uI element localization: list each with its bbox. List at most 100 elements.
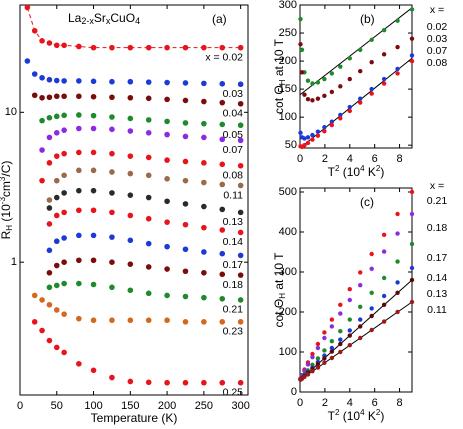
data-point	[347, 317, 352, 322]
y-tick-label: 200	[279, 306, 297, 318]
data-point	[164, 379, 170, 386]
data-point	[109, 114, 115, 120]
data-point	[329, 345, 335, 351]
y-axis-label-part: -3	[0, 197, 7, 205]
data-point	[338, 349, 343, 355]
data-point	[90, 187, 97, 194]
chart-title-part: CuO	[110, 11, 135, 25]
data-point	[315, 361, 321, 367]
x-axis-label-part: (10	[339, 165, 360, 179]
data-point	[358, 270, 363, 275]
data-point	[164, 317, 170, 324]
data-point	[53, 212, 60, 219]
data-point	[145, 264, 152, 270]
data-point	[76, 43, 82, 50]
data-point	[409, 7, 415, 12]
series-label: 0.21	[223, 304, 244, 316]
data-point	[90, 167, 97, 174]
data-point	[298, 16, 303, 22]
data-point	[109, 169, 115, 175]
data-point	[237, 122, 244, 129]
data-point	[46, 284, 53, 291]
data-point	[305, 78, 311, 83]
data-point	[164, 198, 170, 205]
chart-title: La2-xSrxCuO4	[68, 11, 140, 26]
y-tick-label: 150	[279, 83, 297, 95]
data-point	[395, 290, 400, 295]
legend-label: 0.18	[427, 222, 448, 234]
fit-line	[299, 7, 413, 96]
data-point	[109, 284, 115, 291]
data-point	[145, 215, 152, 222]
y-axis-label: cot ΘH at 10 T	[272, 38, 287, 114]
data-point	[53, 344, 60, 351]
data-point	[237, 229, 244, 236]
y-tick-label: 300	[279, 0, 297, 11]
data-point	[219, 271, 226, 278]
data-point	[53, 93, 60, 100]
data-point	[381, 293, 387, 299]
data-point	[322, 348, 327, 353]
data-point	[358, 47, 363, 53]
y-axis-label-part: cot Θ	[272, 299, 286, 328]
data-point	[109, 317, 115, 324]
data-point	[61, 311, 67, 317]
y-axis-label: RH (10-3cm3/C)	[0, 161, 14, 240]
data-point	[39, 74, 45, 81]
data-point	[145, 95, 152, 102]
data-point	[201, 249, 207, 255]
data-point	[46, 94, 53, 101]
data-point	[302, 136, 307, 141]
data-point	[61, 78, 67, 84]
data-point	[310, 351, 315, 357]
data-point	[61, 280, 67, 287]
data-point	[201, 203, 207, 210]
data-point	[381, 232, 387, 237]
y-tick-label: 100	[279, 111, 297, 123]
data-point	[182, 80, 189, 86]
data-point	[164, 292, 170, 299]
y-tick-label: 300	[279, 266, 297, 278]
y-axis-label: cot ΘH at 10 T	[272, 252, 287, 328]
data-point	[358, 317, 363, 322]
data-point	[347, 56, 352, 61]
data-point	[39, 38, 45, 44]
data-point	[24, 58, 31, 64]
data-point	[369, 91, 374, 96]
data-point	[61, 172, 67, 179]
series-label: x = 0.02	[205, 51, 243, 63]
data-point	[46, 197, 53, 203]
series-label: 0.05	[223, 129, 244, 141]
data-point	[315, 365, 321, 370]
data-point	[219, 250, 226, 257]
data-point	[302, 368, 307, 373]
data-point	[145, 172, 152, 179]
data-point	[53, 262, 60, 269]
x-axis-label-part: 2	[376, 408, 381, 417]
data-point	[310, 81, 315, 86]
x-tick-label: 2	[322, 153, 328, 165]
series-label: 0.18	[223, 279, 244, 291]
data-point	[409, 189, 415, 195]
data-point	[182, 379, 189, 386]
y-axis-label-part: at 10 T	[272, 38, 286, 79]
data-point	[369, 290, 374, 295]
data-point	[219, 99, 226, 106]
data-point	[53, 307, 60, 313]
series-label: 0.03	[223, 88, 244, 100]
data-point	[347, 287, 352, 292]
data-point	[315, 80, 321, 85]
y-axis-label-part: at 10 T	[272, 252, 286, 293]
data-point	[338, 337, 343, 342]
data-point	[395, 211, 400, 217]
data-point	[109, 44, 115, 51]
data-point	[409, 241, 415, 247]
plot-frame	[299, 4, 413, 149]
data-point	[369, 37, 374, 42]
data-point	[145, 117, 152, 123]
data-point	[46, 269, 53, 276]
data-point	[164, 219, 170, 225]
data-point	[61, 190, 67, 196]
data-point	[329, 349, 335, 354]
data-point	[395, 18, 400, 23]
